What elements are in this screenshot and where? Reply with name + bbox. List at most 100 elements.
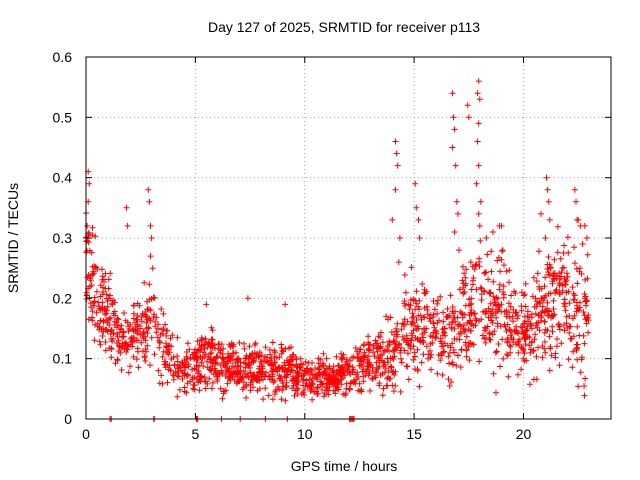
data-point bbox=[422, 290, 429, 297]
data-point bbox=[263, 369, 270, 376]
data-point bbox=[421, 326, 427, 333]
data-point bbox=[190, 385, 196, 392]
data-point bbox=[193, 363, 200, 370]
data-point bbox=[539, 295, 546, 302]
data-point bbox=[256, 349, 263, 356]
data-point bbox=[170, 372, 177, 379]
data-point bbox=[184, 371, 191, 378]
data-point bbox=[108, 327, 115, 334]
data-point bbox=[84, 222, 91, 229]
data-point bbox=[272, 388, 278, 395]
data-point bbox=[267, 376, 273, 383]
data-point bbox=[486, 329, 493, 336]
data-point bbox=[114, 340, 121, 346]
data-point bbox=[490, 278, 497, 285]
data-point bbox=[303, 377, 310, 384]
data-point bbox=[362, 372, 369, 379]
data-point bbox=[475, 78, 482, 85]
data-point bbox=[534, 298, 541, 305]
data-point bbox=[491, 297, 498, 303]
data-point bbox=[164, 379, 171, 386]
data-point bbox=[153, 329, 160, 336]
data-point bbox=[89, 317, 96, 324]
data-point bbox=[83, 247, 90, 254]
data-point bbox=[357, 357, 364, 364]
data-point bbox=[156, 337, 163, 344]
data-point bbox=[208, 336, 215, 343]
data-point bbox=[365, 339, 372, 346]
data-point bbox=[415, 216, 422, 223]
data-point bbox=[118, 344, 125, 351]
data-point bbox=[108, 354, 115, 361]
data-point bbox=[101, 276, 107, 283]
data-point bbox=[544, 299, 551, 306]
data-point bbox=[410, 327, 417, 334]
data-point bbox=[347, 371, 354, 378]
data-point bbox=[114, 333, 121, 340]
data-point bbox=[94, 320, 101, 327]
data-point bbox=[498, 222, 505, 229]
data-point bbox=[371, 353, 378, 360]
data-point bbox=[565, 288, 572, 295]
data-point bbox=[329, 369, 336, 376]
data-point bbox=[536, 248, 542, 255]
data-point bbox=[483, 235, 490, 241]
data-point bbox=[554, 223, 561, 230]
data-point bbox=[571, 312, 578, 319]
data-point bbox=[520, 347, 527, 354]
data-point bbox=[388, 364, 395, 371]
data-point bbox=[147, 222, 154, 229]
data-point bbox=[542, 274, 549, 281]
data-point bbox=[542, 292, 549, 299]
data-point bbox=[385, 374, 392, 381]
data-point bbox=[532, 331, 539, 338]
data-point bbox=[430, 320, 437, 327]
data-point bbox=[223, 364, 230, 371]
data-point bbox=[561, 275, 568, 282]
data-point bbox=[455, 321, 462, 328]
data-point bbox=[563, 320, 570, 327]
data-point bbox=[396, 235, 403, 241]
data-point bbox=[569, 284, 576, 291]
data-point bbox=[300, 376, 307, 383]
data-point bbox=[284, 368, 291, 375]
data-point bbox=[219, 395, 226, 402]
data-point bbox=[483, 334, 489, 341]
data-point bbox=[194, 355, 201, 362]
data-point bbox=[413, 288, 420, 295]
data-point bbox=[113, 319, 120, 326]
data-point bbox=[494, 320, 501, 327]
data-point bbox=[147, 253, 154, 260]
data-point bbox=[214, 360, 221, 367]
data-point bbox=[393, 328, 400, 335]
data-point bbox=[89, 232, 96, 239]
data-point bbox=[410, 343, 417, 350]
data-point bbox=[375, 354, 382, 361]
data-point bbox=[136, 302, 143, 309]
data-point bbox=[143, 319, 150, 326]
data-point bbox=[581, 291, 588, 297]
data-point bbox=[392, 138, 399, 145]
data-point bbox=[392, 338, 398, 345]
data-point bbox=[556, 281, 563, 288]
data-point bbox=[450, 114, 457, 121]
data-point bbox=[133, 356, 140, 363]
data-point bbox=[461, 270, 468, 277]
data-point bbox=[246, 361, 252, 368]
data-point bbox=[366, 347, 373, 354]
data-point bbox=[473, 261, 480, 268]
data-point bbox=[443, 314, 450, 320]
data-point bbox=[508, 292, 515, 299]
data-point bbox=[521, 320, 528, 327]
data-point bbox=[522, 280, 529, 287]
data-point bbox=[202, 378, 208, 385]
data-point bbox=[207, 367, 214, 373]
data-point bbox=[481, 288, 488, 295]
data-point bbox=[503, 268, 510, 275]
y-tick-label: 0.1 bbox=[53, 351, 73, 367]
data-point bbox=[107, 314, 114, 321]
data-point bbox=[416, 235, 423, 241]
data-point bbox=[184, 356, 191, 363]
data-point bbox=[108, 300, 115, 307]
data-point bbox=[146, 281, 153, 288]
